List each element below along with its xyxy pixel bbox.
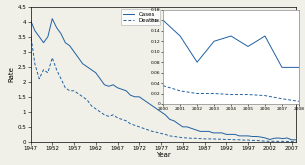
- Deaths: [29, 33, 32, 35]
- Deaths: [190, 137, 193, 139]
- Legend: Cases, Deaths: Cases, Deaths: [121, 9, 160, 25]
- Cases: [85, 66, 89, 68]
- Deaths: [50, 57, 54, 59]
- Deaths: [98, 111, 102, 113]
- Cases: [29, 19, 32, 21]
- Cases: [264, 137, 267, 139]
- Deaths: [81, 96, 84, 98]
- Y-axis label: Rate: Rate: [9, 66, 15, 82]
- Cases: [294, 139, 298, 141]
- Cases: [55, 27, 59, 29]
- Deaths: [259, 140, 263, 142]
- Cases: [290, 139, 293, 141]
- Cases: [163, 114, 167, 116]
- Line: Cases: Cases: [30, 19, 296, 140]
- Deaths: [290, 141, 293, 143]
- Cases: [50, 18, 54, 20]
- Cases: [194, 129, 198, 131]
- X-axis label: Year: Year: [156, 152, 170, 158]
- Cases: [102, 84, 106, 86]
- Deaths: [294, 141, 298, 143]
- Line: Deaths: Deaths: [30, 34, 296, 142]
